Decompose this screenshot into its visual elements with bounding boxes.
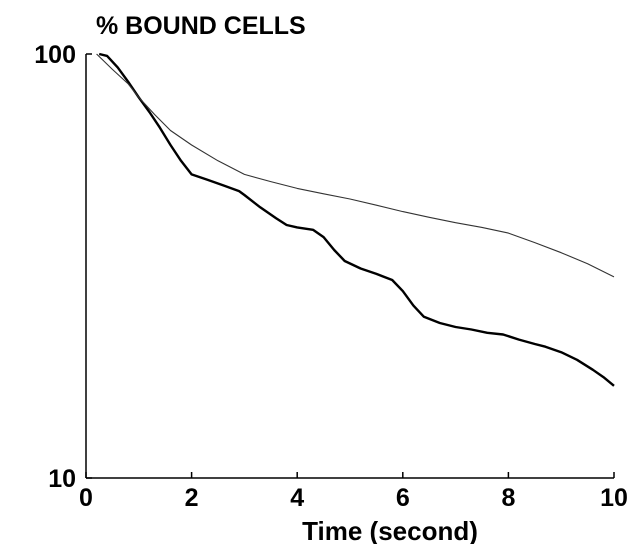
x-tick-label: 8 bbox=[501, 484, 515, 512]
x-tick-label: 10 bbox=[600, 484, 628, 512]
series-line-2-thin bbox=[97, 54, 614, 277]
chart-title: % BOUND CELLS bbox=[96, 12, 306, 40]
series-layer bbox=[97, 54, 614, 386]
x-tick-label: 6 bbox=[396, 484, 410, 512]
x-tick-label: 4 bbox=[290, 484, 304, 512]
series-line-1-thick bbox=[99, 54, 614, 386]
y-tick-label: 10 bbox=[48, 465, 76, 493]
x-tick-label: 0 bbox=[79, 484, 93, 512]
y-axis-ticks: 10 100 bbox=[34, 41, 92, 493]
y-tick-label: 100 bbox=[34, 41, 76, 69]
x-axis-label: Time (second) bbox=[302, 516, 478, 544]
x-tick-label: 2 bbox=[185, 484, 199, 512]
